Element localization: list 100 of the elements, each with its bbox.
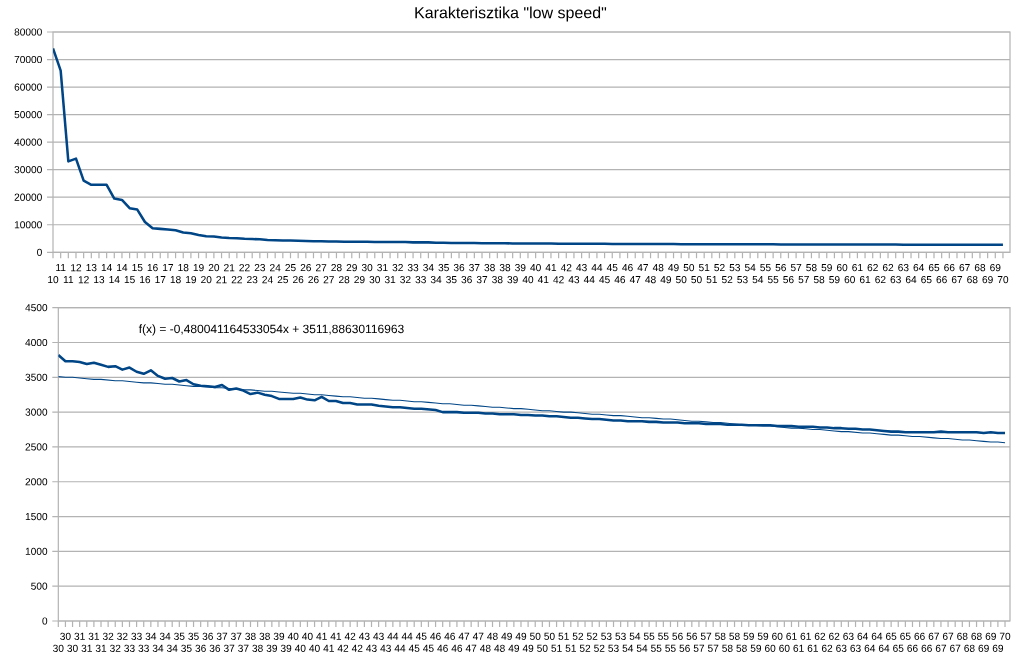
x-tick-label: 31 xyxy=(74,632,85,640)
x-tick-label: 49 xyxy=(660,276,672,284)
x-tick-label: 19 xyxy=(193,264,204,272)
x-tick-label: 33 xyxy=(131,632,142,640)
x-tick-label: 64 xyxy=(905,276,917,284)
x-tick-label: 36 xyxy=(461,276,472,284)
x-tick-label: 35 xyxy=(174,632,185,640)
x-tick-label: 38 xyxy=(499,264,511,272)
x-tick-label: 52 xyxy=(594,644,605,652)
x-tick-label: 62 xyxy=(829,632,840,640)
y-tick-label: 2500 xyxy=(25,443,48,451)
x-tick-label: 12 xyxy=(78,276,89,284)
x-tick-label: 68 xyxy=(964,644,975,652)
x-tick-label: 38 xyxy=(245,632,256,640)
x-tick-label: 40 xyxy=(309,644,320,652)
x-tick-label: 31 xyxy=(377,264,388,272)
x-tick-label: 13 xyxy=(94,276,105,284)
x-tick-label: 57 xyxy=(707,644,719,652)
x-tick-label: 55 xyxy=(767,276,779,284)
x-tick-label: 61 xyxy=(786,632,797,640)
x-tick-label: 30 xyxy=(369,276,381,284)
x-tick-label: 67 xyxy=(935,644,947,652)
x-tick-label: 52 xyxy=(721,276,733,284)
x-tick-label: 59 xyxy=(757,632,769,640)
x-tick-label: 59 xyxy=(821,264,832,272)
x-tick-label: 41 xyxy=(323,644,334,652)
x-tick-label: 45 xyxy=(408,644,420,652)
x-tick-label: 36 xyxy=(195,644,206,652)
x-tick-label: 45 xyxy=(423,644,434,652)
x-tick-label: 20 xyxy=(201,276,212,284)
x-tick-label: 41 xyxy=(545,264,557,272)
y-tick-label: 70000 xyxy=(14,55,42,64)
x-tick-label: 30 xyxy=(361,264,373,272)
x-tick-label: 64 xyxy=(913,264,925,272)
x-tick-label: 50 xyxy=(691,276,702,284)
x-tick-label: 19 xyxy=(186,276,197,284)
x-tick-label: 55 xyxy=(643,632,655,640)
y-tick-label: 3500 xyxy=(25,373,48,381)
x-tick-label: 55 xyxy=(760,264,771,272)
x-tick-label: 31 xyxy=(88,632,100,640)
x-tick-label: 42 xyxy=(351,644,363,652)
x-tick-label: 47 xyxy=(637,264,649,272)
x-tick-label: 65 xyxy=(900,632,911,640)
y-tick-label: 500 xyxy=(31,582,48,590)
x-tick-label: 33 xyxy=(138,644,149,652)
x-tick-label: 34 xyxy=(423,264,434,272)
x-tick-label: 45 xyxy=(415,632,427,640)
x-tick-label: 53 xyxy=(608,644,619,652)
x-tick-label: 33 xyxy=(407,264,419,272)
x-tick-label: 67 xyxy=(942,632,954,640)
x-tick-label: 50 xyxy=(529,632,541,640)
x-tick-label: 66 xyxy=(914,632,925,640)
x-tick-label: 58 xyxy=(813,276,825,284)
x-tick-label: 22 xyxy=(239,264,250,272)
x-tick-label: 30 xyxy=(53,644,64,652)
x-tick-label: 40 xyxy=(287,632,299,640)
x-tick-label: 16 xyxy=(147,264,158,272)
x-tick-label: 63 xyxy=(898,264,909,272)
x-tick-label: 37 xyxy=(231,632,242,640)
x-tick-label: 14 xyxy=(109,276,120,284)
x-tick-label: 39 xyxy=(273,632,285,640)
x-tick-label: 36 xyxy=(453,264,465,272)
x-tick-label: 68 xyxy=(971,632,982,640)
x-tick-label: 29 xyxy=(346,264,357,272)
x-tick-label: 52 xyxy=(579,644,591,652)
x-tick-label: 65 xyxy=(928,264,940,272)
x-tick-label: 60 xyxy=(772,632,783,640)
x-tick-label: 56 xyxy=(686,632,697,640)
y-tick-label: 4500 xyxy=(25,304,48,312)
x-tick-label: 24 xyxy=(270,264,281,272)
x-tick-label: 52 xyxy=(586,632,598,640)
x-tick-label: 17 xyxy=(155,276,166,284)
x-tick-label: 18 xyxy=(178,264,189,272)
x-tick-label: 35 xyxy=(438,264,449,272)
x-tick-label: 49 xyxy=(668,264,679,272)
x-tick-label: 18 xyxy=(170,276,181,284)
x-tick-label: 60 xyxy=(779,644,790,652)
x-tick-label: 21 xyxy=(216,276,227,284)
x-tick-label: 16 xyxy=(140,276,151,284)
x-tick-label: 67 xyxy=(928,632,939,640)
x-tick-label: 52 xyxy=(572,632,584,640)
x-tick-label: 13 xyxy=(86,264,97,272)
x-tick-label: 47 xyxy=(458,632,470,640)
x-tick-label: 63 xyxy=(850,644,861,652)
x-tick-label: 26 xyxy=(293,276,304,284)
x-tick-label: 53 xyxy=(601,632,612,640)
x-tick-label: 55 xyxy=(658,632,669,640)
x-tick-label: 49 xyxy=(508,644,520,652)
x-tick-label: 49 xyxy=(522,644,534,652)
x-tick-label: 57 xyxy=(700,632,712,640)
x-tick-label: 54 xyxy=(622,644,634,652)
chart-title: Karakterisztika "low speed" xyxy=(415,6,607,22)
x-tick-label: 58 xyxy=(736,644,747,652)
x-tick-label: 60 xyxy=(836,264,848,272)
x-tick-label: 54 xyxy=(752,276,764,284)
x-tick-label: 65 xyxy=(893,644,904,652)
x-tick-label: 48 xyxy=(487,632,498,640)
x-tick-label: 23 xyxy=(254,264,266,272)
x-tick-label: 53 xyxy=(737,276,748,284)
x-tick-label: 38 xyxy=(484,264,495,272)
